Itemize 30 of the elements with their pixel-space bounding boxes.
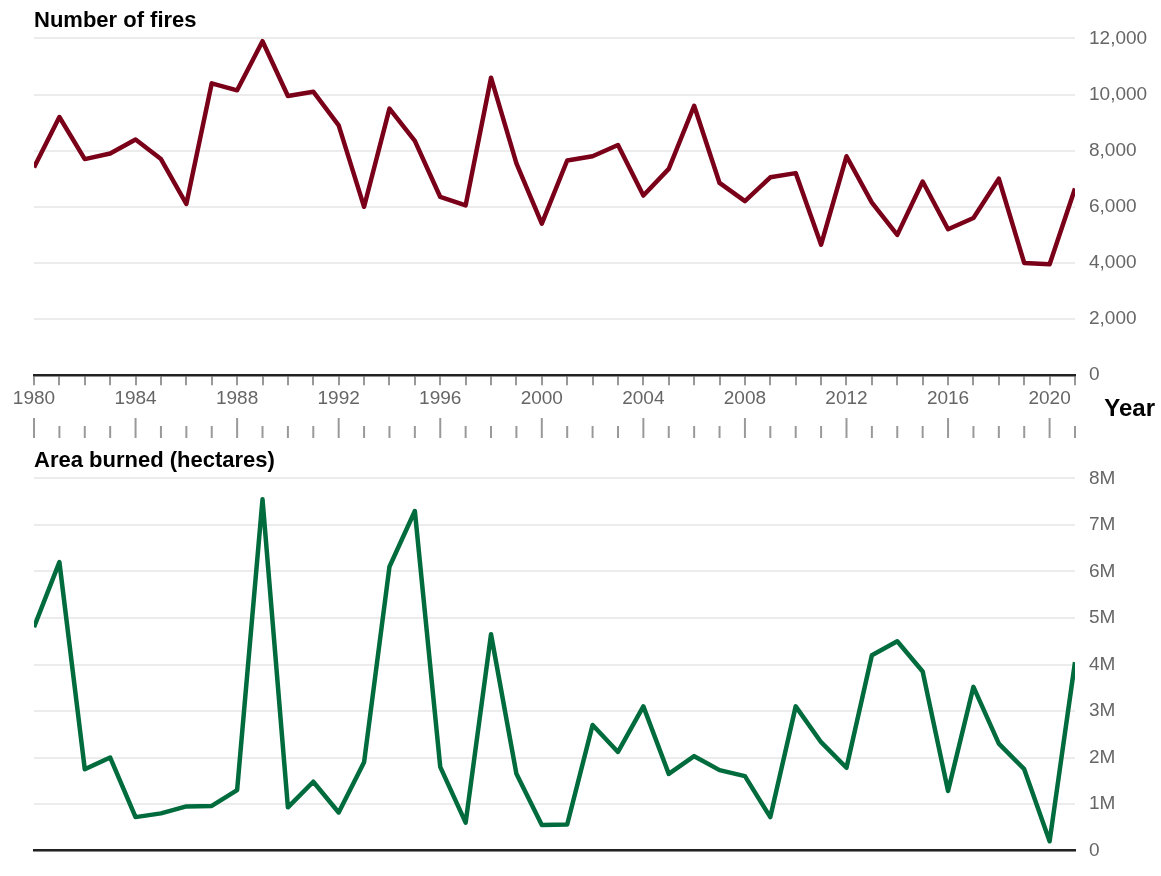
x-tick-label: 1996 [419,386,462,408]
y-tick-label: 2,000 [1089,307,1137,329]
x-tick-label: 2004 [622,386,665,408]
y-tick-label: 4M [1089,652,1116,674]
y-tick-label: 5M [1089,606,1116,628]
x-tick-label: 2016 [926,386,970,408]
y-tick-label: 3M [1089,699,1116,721]
y-tick-label: 1M [1089,792,1116,814]
x-tick-label: 2012 [825,386,868,408]
chart-title: Area burned (hectares) [34,447,275,473]
x-tick-label: 1980 [12,386,56,408]
x-tick-label: 1988 [215,386,259,408]
y-tick-label: 4,000 [1089,251,1137,273]
y-tick-label: 6M [1089,559,1116,581]
y-tick-label: 12,000 [1089,26,1148,48]
y-tick-label: 2M [1089,745,1116,767]
y-tick-label: 8,000 [1089,138,1137,160]
y-tick-label: 0 [1089,363,1100,385]
x-tick-label: 2000 [520,386,563,408]
y-tick-label: 10,000 [1089,82,1148,104]
x-tick-label: 1984 [114,386,158,408]
chart-title: Number of fires [34,7,197,33]
y-tick-label: 8M [1089,466,1116,488]
x-axis-title: Year [1104,393,1155,421]
y-tick-label: 0 [1089,838,1100,860]
y-tick-label: 6,000 [1089,195,1137,217]
x-tick-label: 1992 [317,386,360,408]
y-tick-label: 7M [1089,513,1116,535]
x-tick-label: 2008 [723,386,767,408]
x-tick-label: 2020 [1028,386,1071,408]
